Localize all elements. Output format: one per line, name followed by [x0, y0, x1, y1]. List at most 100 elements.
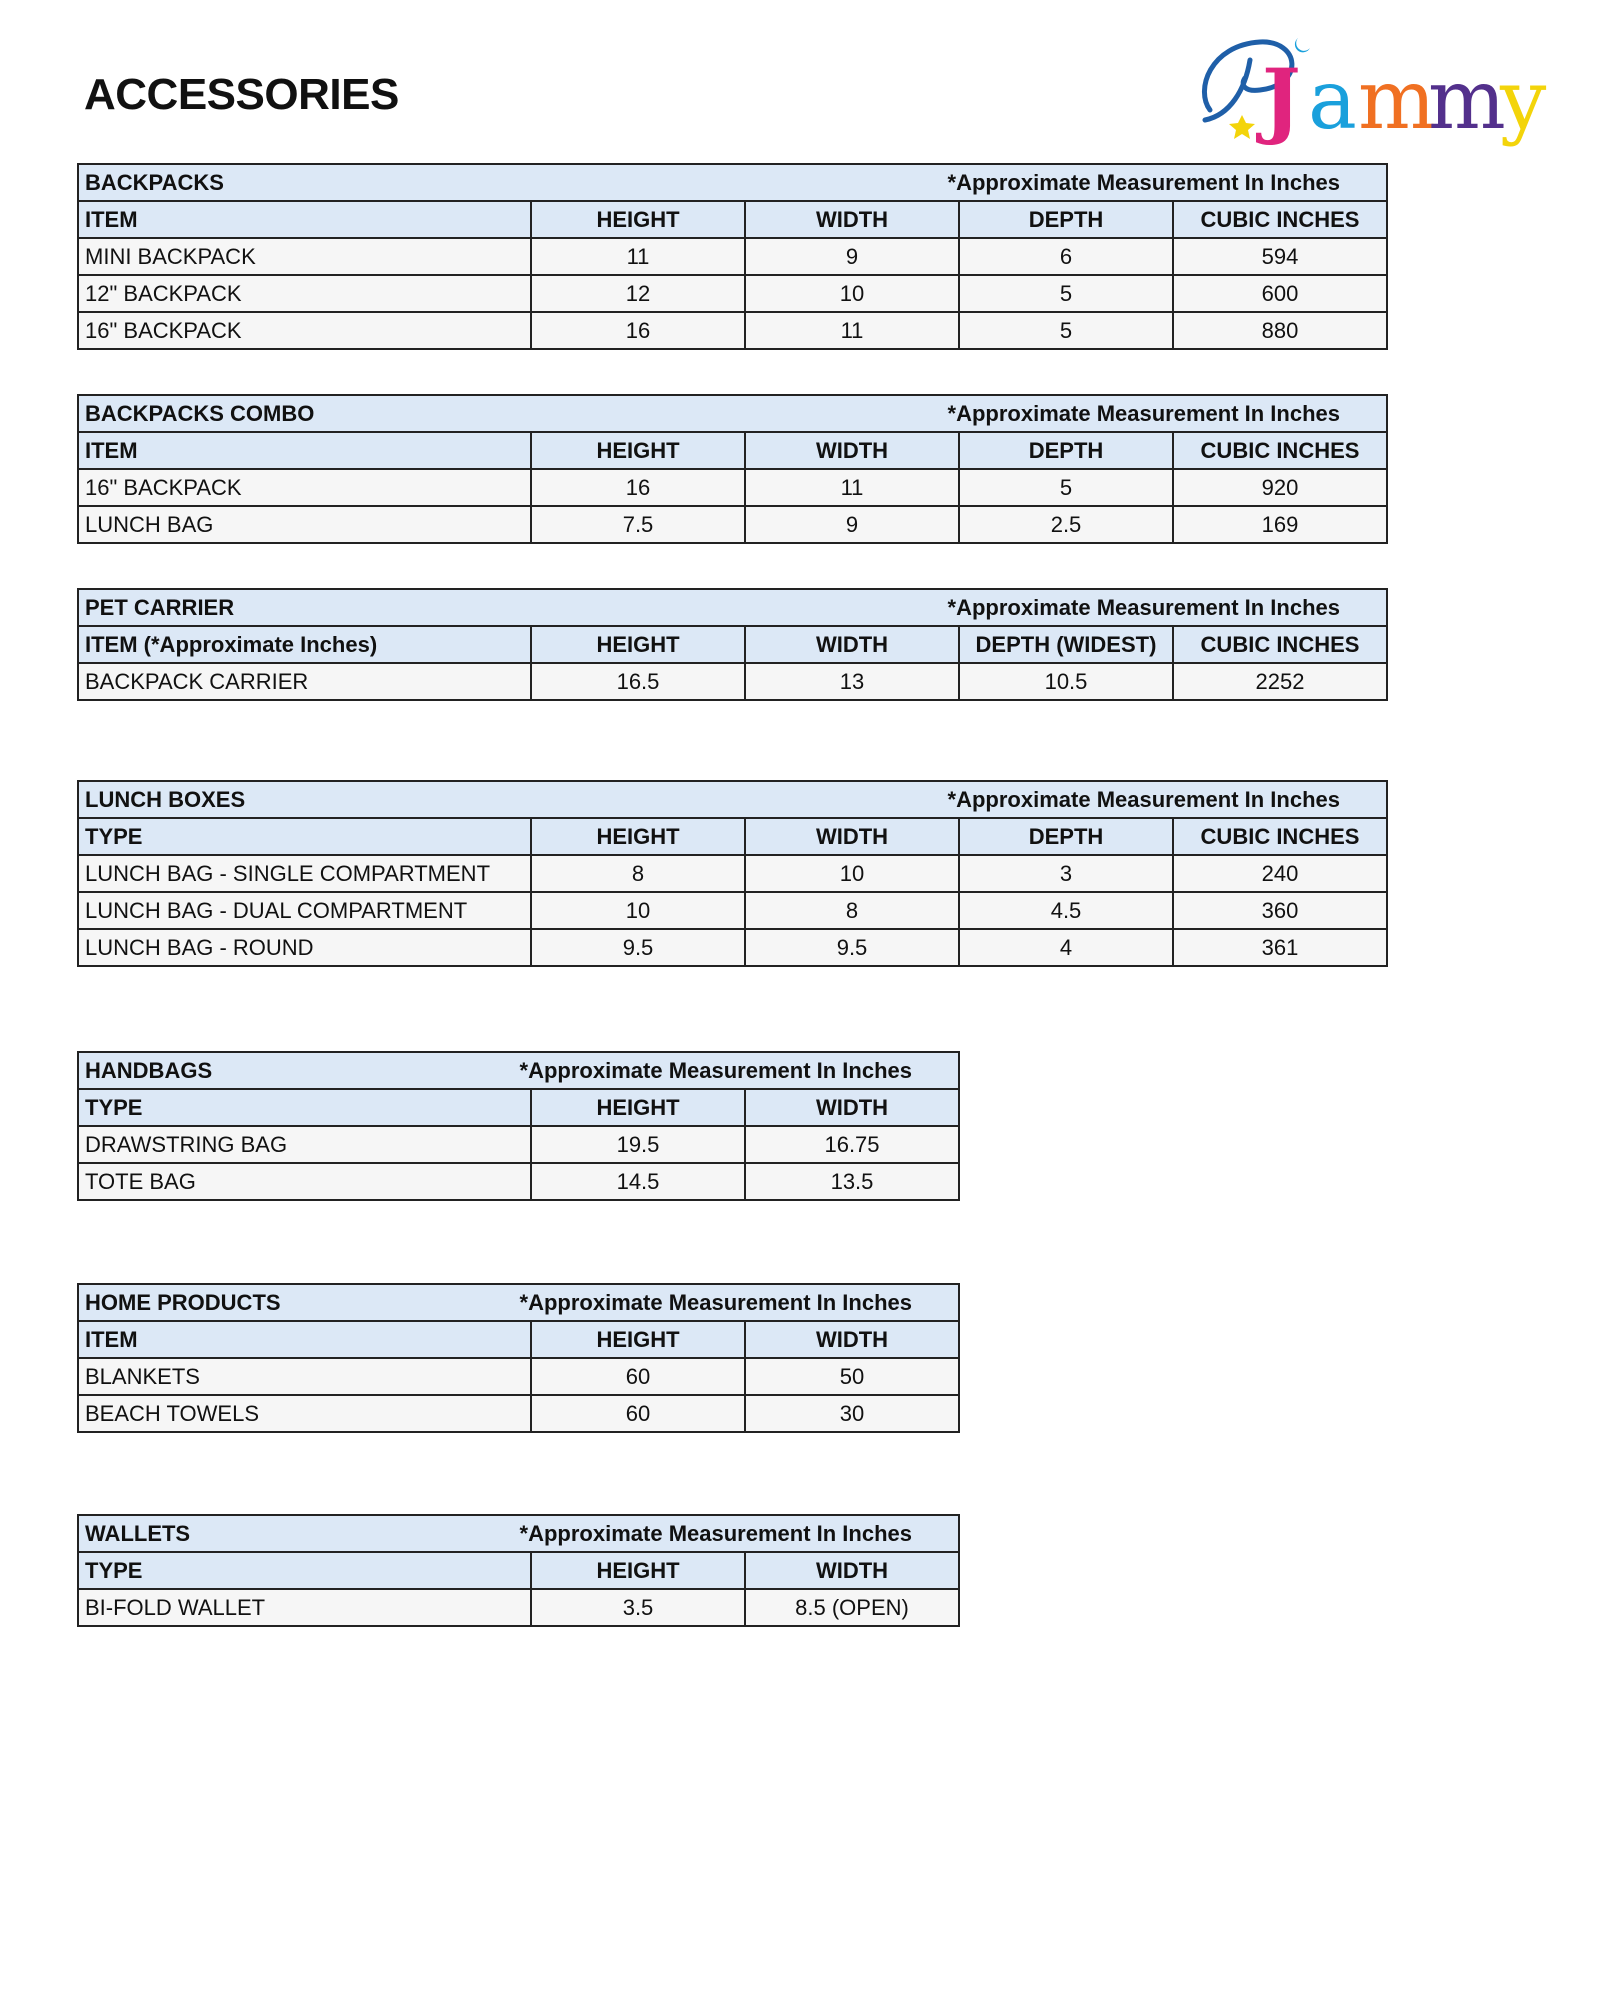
table-row: MINI BACKPACK 11 9 6 594 [77, 237, 1388, 276]
table-title: LUNCH BOXES [85, 786, 246, 812]
column-header: HEIGHT [530, 1551, 746, 1590]
cell-value: 60 [530, 1357, 746, 1396]
cell-item: BEACH TOWELS [77, 1394, 532, 1433]
table-title: BACKPACKS COMBO [85, 400, 315, 426]
column-header: TYPE [77, 1551, 532, 1590]
cell-item: LUNCH BAG - DUAL COMPARTMENT [77, 891, 532, 930]
column-header: ITEM [77, 200, 532, 239]
measurement-note: *Approximate Measurement In Inches [519, 1057, 912, 1083]
column-header: ITEM [77, 1320, 532, 1359]
table-row: BACKPACK CARRIER 16.5 13 10.5 2252 [77, 662, 1388, 701]
table-title: HANDBAGS [85, 1057, 213, 1083]
svg-text:a: a [1308, 53, 1357, 148]
cell-value: 4.5 [958, 891, 1174, 930]
column-header: WIDTH [744, 625, 960, 664]
cell-item: BLANKETS [77, 1357, 532, 1396]
cell-item: TOTE BAG [77, 1162, 532, 1201]
cell-value: 30 [744, 1394, 960, 1433]
cell-value: 240 [1172, 854, 1388, 893]
cell-value: 10 [744, 854, 960, 893]
cell-value: 2.5 [958, 505, 1174, 544]
table-row: LUNCH BAG - SINGLE COMPARTMENT 8 10 3 240 [77, 854, 1388, 893]
cell-value: 920 [1172, 468, 1388, 507]
header-row: ITEM HEIGHT WIDTH DEPTH CUBIC INCHES [77, 431, 1388, 470]
cell-value: 10 [744, 274, 960, 313]
cell-item: 16" BACKPACK [77, 468, 532, 507]
cell-item: 16" BACKPACK [77, 311, 532, 350]
cell-value: 9.5 [744, 928, 960, 967]
cell-value: 361 [1172, 928, 1388, 967]
column-header: TYPE [77, 817, 532, 856]
table-backpacks: BACKPACKS *Approximate Measurement In Inc… [77, 163, 1388, 350]
table-caption: WALLETS *Approximate Measurement In Inche… [77, 1514, 960, 1553]
table-caption: HOME PRODUCTS *Approximate Measurement In… [77, 1283, 960, 1322]
cell-item: BI-FOLD WALLET [77, 1588, 532, 1627]
cell-value: 9.5 [530, 928, 746, 967]
column-header: HEIGHT [530, 817, 746, 856]
cell-value: 9 [744, 505, 960, 544]
table-row: BLANKETS 60 50 [77, 1357, 960, 1396]
cell-value: 16.75 [744, 1125, 960, 1164]
cell-value: 880 [1172, 311, 1388, 350]
table-title: HOME PRODUCTS [85, 1289, 281, 1315]
measurement-note: *Approximate Measurement In Inches [947, 594, 1340, 620]
svg-text:m: m [1358, 53, 1436, 148]
column-header: HEIGHT [530, 431, 746, 470]
cell-value: 16 [530, 468, 746, 507]
column-header: TYPE [77, 1088, 532, 1127]
cell-value: 6 [958, 237, 1174, 276]
measurement-note: *Approximate Measurement In Inches [519, 1520, 912, 1546]
cell-value: 50 [744, 1357, 960, 1396]
measurement-note: *Approximate Measurement In Inches [947, 786, 1340, 812]
table-row: 16" BACKPACK 16 11 5 920 [77, 468, 1388, 507]
svg-text:J: J [1256, 52, 1301, 148]
cell-value: 5 [958, 468, 1174, 507]
column-header: DEPTH [958, 431, 1174, 470]
table-caption: BACKPACKS COMBO *Approximate Measurement … [77, 394, 1388, 433]
column-header: WIDTH [744, 431, 960, 470]
cell-value: 10 [530, 891, 746, 930]
cell-value: 594 [1172, 237, 1388, 276]
header-row: ITEM (*Approximate Inches) HEIGHT WIDTH DEP… [77, 625, 1388, 664]
table-title: BACKPACKS [85, 169, 224, 195]
cell-value: 169 [1172, 505, 1388, 544]
cell-value: 4 [958, 928, 1174, 967]
table-row: LUNCH BAG - DUAL COMPARTMENT 10 8 4.5 360 [77, 891, 1388, 930]
column-header: HEIGHT [530, 1088, 746, 1127]
column-header: ITEM (*Approximate Inches) [77, 625, 532, 664]
table-home-products: HOME PRODUCTS *Approximate Measurement In… [77, 1283, 960, 1433]
svg-text:y: y [1499, 53, 1547, 148]
table-title: WALLETS [85, 1520, 191, 1546]
column-header: HEIGHT [530, 200, 746, 239]
column-header: CUBIC INCHES [1172, 200, 1388, 239]
header-row: TYPE HEIGHT WIDTH [77, 1551, 960, 1590]
column-header: DEPTH [958, 200, 1174, 239]
cell-value: 8.5 (OPEN) [744, 1588, 960, 1627]
cell-item: 12" BACKPACK [77, 274, 532, 313]
cell-value: 14.5 [530, 1162, 746, 1201]
header-row: TYPE HEIGHT WIDTH [77, 1088, 960, 1127]
cell-value: 360 [1172, 891, 1388, 930]
cell-value: 10.5 [958, 662, 1174, 701]
cell-value: 11 [744, 468, 960, 507]
column-header: ITEM [77, 431, 532, 470]
cell-value: 13 [744, 662, 960, 701]
cell-item: DRAWSTRING BAG [77, 1125, 532, 1164]
table-row: BI-FOLD WALLET 3.5 8.5 (OPEN) [77, 1588, 960, 1627]
cell-value: 16.5 [530, 662, 746, 701]
svg-text:m: m [1428, 53, 1506, 148]
cell-item: BACKPACK CARRIER [77, 662, 532, 701]
table-title: PET CARRIER [85, 594, 235, 620]
table-wallets: WALLETS *Approximate Measurement In Inche… [77, 1514, 960, 1627]
cell-value: 5 [958, 274, 1174, 313]
cell-value: 3.5 [530, 1588, 746, 1627]
column-header: CUBIC INCHES [1172, 431, 1388, 470]
cell-value: 60 [530, 1394, 746, 1433]
table-caption: HANDBAGS *Approximate Measurement In Inch… [77, 1051, 960, 1090]
measurement-note: *Approximate Measurement In Inches [947, 400, 1340, 426]
cell-value: 5 [958, 311, 1174, 350]
pjammy-logo: J a m m y [1201, 38, 1547, 148]
column-header: WIDTH [744, 1551, 960, 1590]
cell-value: 19.5 [530, 1125, 746, 1164]
page-title: ACCESSORIES [84, 70, 399, 119]
